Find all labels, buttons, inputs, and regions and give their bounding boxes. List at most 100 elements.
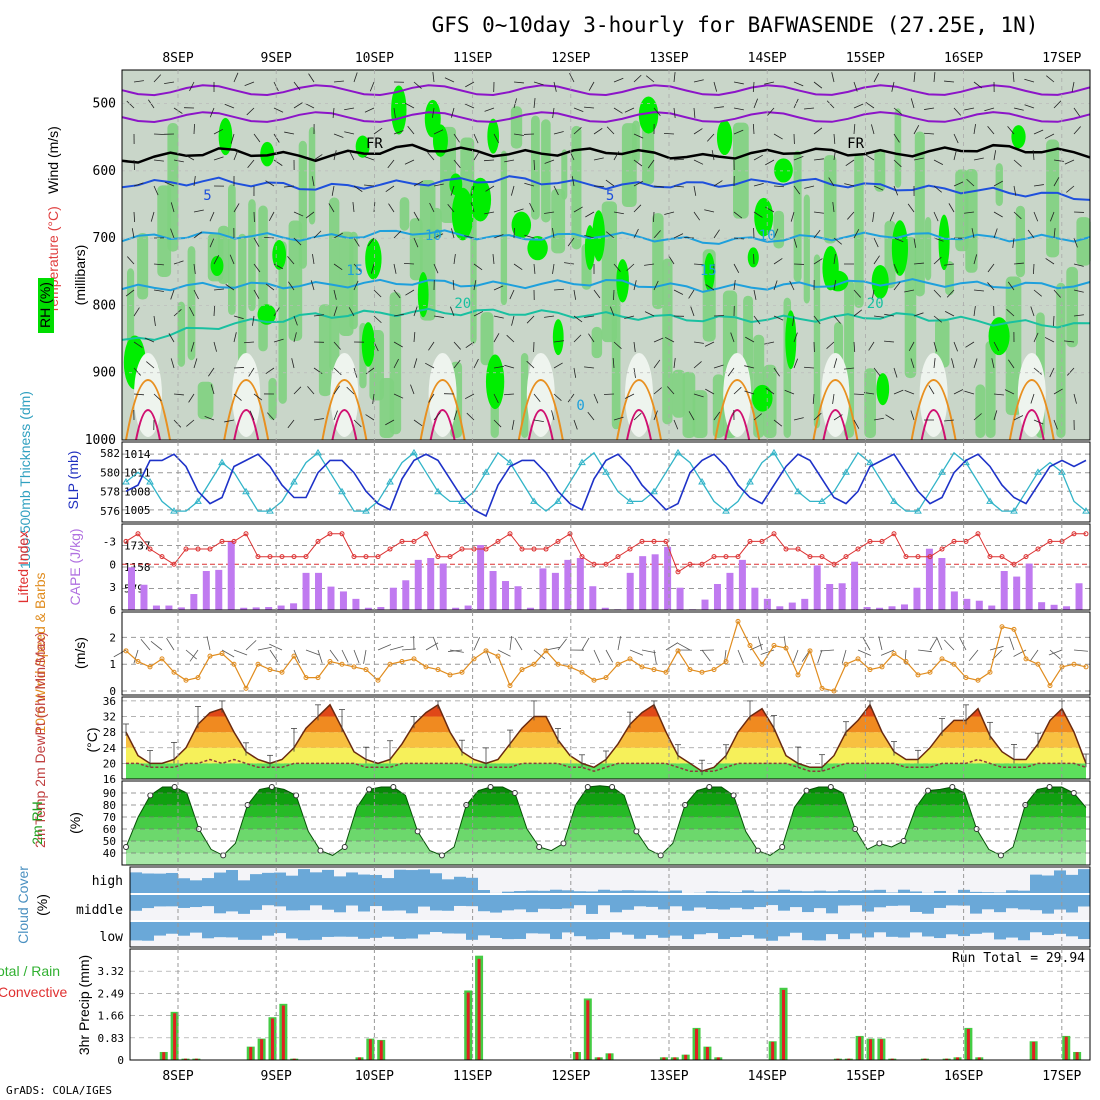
- wind-barb: [333, 232, 343, 239]
- cape-bar: [713, 584, 721, 610]
- cape-bar: [1000, 571, 1008, 610]
- rh-marker: [997, 852, 1004, 859]
- wind-barb: [593, 393, 599, 404]
- wind-barb: [209, 237, 215, 248]
- wind-barb: [313, 418, 324, 421]
- wind-barb: [693, 159, 704, 165]
- wind-speed-marker: [471, 656, 477, 662]
- wind-barb: [1053, 100, 1062, 109]
- wind-barb: [764, 81, 775, 85]
- wind-barb: [793, 417, 804, 421]
- wind-barb: [344, 131, 355, 135]
- wind-barb: [644, 263, 655, 266]
- wind-barb: [464, 235, 475, 239]
- cloud-gap: [790, 932, 802, 947]
- wind-barb: [613, 289, 615, 301]
- rh-core: [638, 96, 659, 134]
- wind-speed-marker: [831, 688, 837, 694]
- cloud-gap: [1030, 910, 1042, 920]
- precip-convective-bar: [662, 1057, 666, 1060]
- surface-barb: [1029, 649, 1039, 662]
- wind-barb: [1033, 419, 1044, 425]
- cape-bar: [477, 545, 485, 610]
- lifted-marker: [975, 531, 981, 537]
- wind-barb: [813, 211, 824, 214]
- ylabel-wind10m: 10m Wind Speed & Barbs: [32, 572, 48, 733]
- wind-speed-marker: [1047, 683, 1053, 689]
- thickness-marker: [914, 507, 922, 514]
- cloud-gap: [802, 940, 814, 947]
- wind-barb: [910, 98, 915, 109]
- cape-contour-inner: [822, 409, 849, 441]
- wind-barb: [288, 281, 295, 291]
- wind-barb: [544, 211, 555, 214]
- cloud-gap: [430, 868, 442, 874]
- wind-barb: [973, 358, 978, 369]
- rh-core: [1011, 125, 1026, 149]
- wind-barb: [804, 185, 815, 189]
- rh-marker: [827, 784, 834, 790]
- wind-barb: [773, 228, 779, 239]
- lifted-marker: [675, 569, 681, 575]
- rh-patch: [551, 188, 566, 254]
- wind-barb: [1066, 367, 1075, 376]
- wind-barb: [1073, 314, 1084, 317]
- lifted-marker: [843, 554, 849, 560]
- wind-speed-marker: [543, 648, 549, 654]
- wind-barb: [793, 81, 804, 87]
- cloud-gap: [382, 910, 394, 920]
- wind-barb: [733, 263, 740, 273]
- wind-barb: [853, 341, 856, 353]
- cloud-gap: [238, 913, 250, 920]
- wind-barb: [353, 263, 361, 272]
- rh-patch: [1015, 205, 1026, 278]
- cape-bar: [339, 591, 347, 610]
- cape-bar: [128, 567, 135, 610]
- wind-barb: [773, 133, 783, 140]
- wind-barb: [553, 362, 563, 369]
- lifted-marker: [855, 546, 861, 552]
- wind-barb: [868, 341, 875, 351]
- rh-patch: [389, 292, 402, 435]
- wind-barb: [653, 211, 655, 223]
- cloud-gap: [430, 932, 442, 947]
- wind-barb: [450, 185, 455, 196]
- wind-barb: [1053, 419, 1058, 430]
- wind-barb: [1013, 159, 1022, 167]
- cloud-gap: [1042, 913, 1054, 920]
- rh-marker: [584, 784, 591, 790]
- wind-barb: [904, 289, 915, 293]
- wind-barb: [773, 280, 778, 291]
- rh-marker: [633, 828, 640, 835]
- wind-barb: [993, 180, 1003, 187]
- wind-barb: [473, 358, 479, 369]
- wind-barb: [364, 156, 375, 161]
- cloud-gap: [466, 868, 478, 878]
- cloud-gap: [298, 910, 310, 920]
- wind-barb: [209, 107, 215, 118]
- surface-barb: [757, 636, 763, 651]
- cloud-gap: [514, 868, 526, 892]
- wind-barb: [730, 332, 735, 343]
- cloud-gap: [178, 935, 190, 947]
- wind-speed-marker: [507, 683, 513, 689]
- lifted-marker: [747, 538, 753, 544]
- thickness-tick: 582: [100, 447, 120, 460]
- wind-barb: [653, 359, 661, 369]
- ylabel-thickness: 1000-500mb Thickness (dm): [17, 391, 33, 569]
- cloud-gap: [502, 910, 514, 920]
- temp-tick: 24: [103, 742, 117, 755]
- date-label-bottom: 13SEP: [649, 1069, 688, 1084]
- cloud-gap: [562, 908, 574, 920]
- wind-barb: [353, 280, 359, 291]
- cloud-gap: [646, 868, 658, 891]
- wind-barb: [784, 389, 795, 395]
- cloud-gap: [1078, 868, 1090, 870]
- wind-barb: [193, 289, 199, 300]
- cloud-gap: [898, 868, 910, 890]
- wind-speed-marker: [567, 664, 573, 670]
- wind-speed-marker: [1083, 664, 1089, 670]
- cape-contour: [910, 379, 957, 441]
- rh-patch: [611, 291, 621, 430]
- wind-grid: 210: [109, 631, 1090, 698]
